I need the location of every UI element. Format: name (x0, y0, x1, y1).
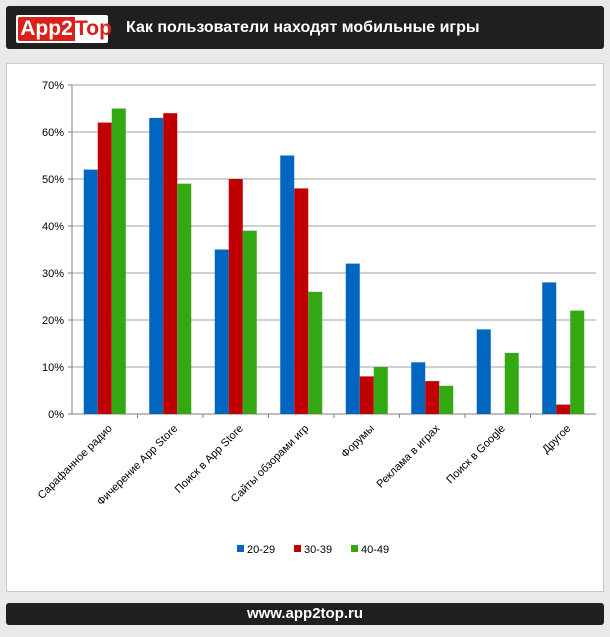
bar-30-39 (163, 113, 178, 414)
bar-20-29 (214, 249, 229, 414)
y-tick-label: 60% (42, 127, 64, 139)
bar-30-39 (228, 179, 243, 414)
category-label: Сарафанное радио (36, 423, 115, 502)
footer-url: www.app2top.ru (246, 605, 364, 622)
category-label: Поиск в Google (444, 423, 508, 487)
bar-30-39 (294, 188, 309, 414)
bar-40-49 (111, 108, 126, 414)
bar-20-29 (345, 263, 360, 414)
legend-swatch-30-39 (294, 545, 301, 552)
chart-panel: 0% 10% 20% 30% 40% 50% 60% 70% Сарафанное радио Ф… (6, 63, 604, 592)
bar-20-29 (542, 282, 557, 414)
bar-40-49 (308, 291, 323, 414)
bar-20-29 (411, 362, 426, 414)
bar-30-39 (359, 376, 374, 414)
y-tick-label: 10% (42, 362, 64, 374)
bar-20-29 (476, 329, 491, 414)
y-tick-label: 70% (42, 80, 64, 92)
logo-text-top: Top (75, 17, 112, 40)
bar-30-39 (556, 404, 571, 414)
y-tick-label: 40% (42, 221, 64, 233)
bar-20-29 (149, 117, 164, 415)
category-label: Реклама в играх (375, 422, 443, 490)
bar-30-39 (425, 381, 440, 414)
bar-30-39 (97, 122, 112, 414)
legend-label-30-39: 30-39 (304, 544, 332, 556)
app2top-logo[interactable]: App2 Top (16, 15, 112, 43)
legend-label-40-49: 40-49 (361, 544, 389, 556)
legend-swatch-20-29 (237, 545, 244, 552)
bar-20-29 (83, 169, 98, 414)
bar-40-49 (570, 310, 585, 414)
page-title: Как пользователи находят мобильные игры (126, 19, 480, 36)
logo-text-app2: App2 (18, 17, 75, 41)
bar-40-49 (439, 385, 454, 414)
bar-40-49 (177, 183, 192, 414)
bar-chart: 0% 10% 20% 30% 40% 50% 60% 70% Сарафанное радио Ф… (36, 80, 596, 556)
category-label: Форумы (339, 423, 377, 461)
y-tick-label: 50% (42, 174, 64, 186)
category-label: Поиск в App Store (173, 423, 246, 496)
bar-40-49 (504, 352, 519, 414)
footer-bar: www.app2top.ru (6, 603, 604, 625)
bar-20-29 (280, 155, 295, 414)
y-tick-label: 0% (48, 409, 64, 421)
y-tick-label: 30% (42, 268, 64, 280)
y-tick-label: 20% (42, 315, 64, 327)
bar-40-49 (242, 230, 257, 414)
legend-swatch-40-49 (351, 545, 358, 552)
category-label: Другое (540, 423, 573, 456)
legend-label-20-29: 20-29 (247, 544, 275, 556)
bar-40-49 (373, 367, 388, 414)
header-bar: App2 Top Как пользователи находят мобиль… (6, 6, 604, 49)
